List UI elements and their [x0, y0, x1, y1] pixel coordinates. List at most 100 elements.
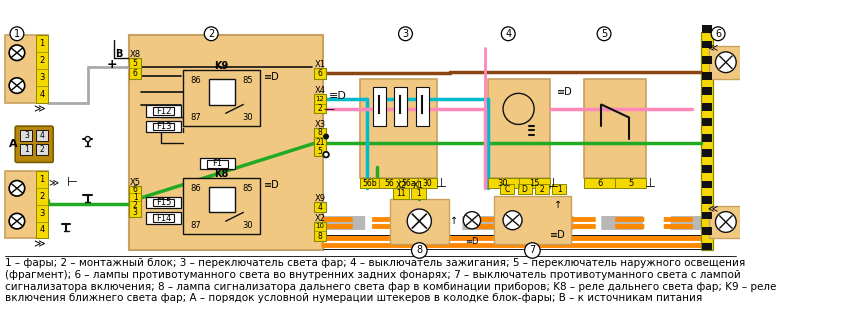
Bar — [535, 184, 549, 194]
Text: 6: 6 — [317, 69, 322, 78]
Bar — [552, 184, 566, 194]
Text: ⊢: ⊢ — [67, 176, 78, 189]
Bar — [702, 196, 712, 204]
Text: X5: X5 — [130, 178, 141, 187]
Bar — [702, 118, 712, 126]
Text: 2: 2 — [208, 29, 215, 39]
Text: 5: 5 — [133, 59, 138, 68]
Bar — [153, 199, 174, 207]
Bar — [702, 25, 712, 33]
Text: 4: 4 — [39, 225, 44, 235]
Text: X4: X4 — [315, 86, 326, 95]
Bar — [21, 144, 32, 155]
Text: ↑: ↑ — [450, 216, 458, 226]
Bar — [519, 178, 550, 188]
Bar — [153, 107, 174, 115]
Text: 1: 1 — [24, 145, 29, 154]
Text: X8: X8 — [130, 50, 141, 59]
Bar — [360, 79, 438, 178]
Bar — [209, 79, 234, 105]
Bar — [146, 213, 181, 224]
Circle shape — [711, 27, 725, 41]
Text: 2: 2 — [39, 192, 44, 201]
Bar — [5, 171, 48, 238]
Bar — [616, 178, 646, 188]
Text: 6: 6 — [133, 185, 138, 194]
Text: ⊥: ⊥ — [435, 177, 446, 190]
Text: (фрагмент); 6 – лампы противотуманного света во внутренних задних фонарях; 7 – в: (фрагмент); 6 – лампы противотуманного с… — [5, 270, 740, 280]
Bar — [207, 160, 227, 168]
Bar — [702, 134, 712, 142]
Bar — [36, 144, 48, 155]
Text: ≡D: ≡D — [557, 86, 573, 97]
Text: K8: K8 — [215, 169, 229, 179]
Bar — [153, 214, 174, 222]
Bar — [36, 130, 48, 141]
Circle shape — [463, 212, 481, 229]
Text: F13: F13 — [156, 122, 172, 131]
Text: 1: 1 — [557, 185, 562, 194]
Bar — [500, 184, 514, 194]
Text: 4: 4 — [317, 203, 322, 212]
Bar — [183, 70, 261, 126]
Text: 6: 6 — [133, 69, 138, 78]
Bar — [153, 123, 174, 130]
Text: сигнализатора включения; 8 – лампа сигнализатора дальнего света фар в комбинации: сигнализатора включения; 8 – лампа сигна… — [5, 281, 776, 292]
Bar — [314, 94, 326, 113]
Bar — [584, 178, 616, 188]
Bar — [487, 79, 550, 178]
Text: 1: 1 — [133, 193, 138, 202]
Bar — [487, 178, 519, 188]
Circle shape — [323, 151, 329, 158]
Bar — [710, 46, 742, 79]
Text: 3: 3 — [39, 209, 44, 218]
Bar — [710, 206, 742, 238]
Text: 30: 30 — [242, 113, 253, 122]
Text: 1: 1 — [14, 29, 20, 39]
Text: +: + — [107, 58, 117, 71]
Circle shape — [525, 243, 540, 258]
Text: A: A — [9, 139, 18, 149]
Text: 2: 2 — [39, 145, 44, 154]
Text: 2: 2 — [540, 185, 545, 194]
Bar — [418, 178, 438, 188]
Bar — [702, 227, 712, 235]
Text: F15: F15 — [156, 198, 171, 207]
Text: 2: 2 — [317, 104, 322, 114]
Text: 85: 85 — [242, 76, 253, 85]
Text: ⊥: ⊥ — [645, 177, 655, 190]
Bar — [518, 184, 532, 194]
Text: 10: 10 — [315, 223, 325, 229]
Text: 21: 21 — [315, 138, 325, 147]
Circle shape — [398, 27, 412, 41]
Text: 3: 3 — [133, 209, 138, 217]
Text: 85: 85 — [242, 184, 253, 193]
Text: 6: 6 — [715, 29, 721, 39]
Text: ≪: ≪ — [707, 203, 717, 213]
Bar — [584, 79, 646, 178]
Text: X9: X9 — [315, 194, 326, 203]
Circle shape — [407, 209, 432, 233]
Text: 6: 6 — [597, 179, 603, 188]
Text: F12: F12 — [156, 107, 171, 116]
Text: ≡D: ≡D — [264, 180, 280, 190]
Text: 15: 15 — [529, 179, 540, 188]
Bar — [314, 128, 326, 156]
Text: ≪: ≪ — [707, 43, 717, 52]
Bar — [146, 121, 181, 132]
Text: X1: X1 — [413, 181, 424, 190]
Text: 30: 30 — [423, 179, 433, 188]
Bar — [21, 130, 32, 141]
Bar — [183, 178, 261, 234]
Bar — [394, 87, 407, 126]
Bar — [702, 72, 712, 80]
Text: ≡D: ≡D — [264, 72, 280, 82]
Circle shape — [716, 212, 736, 232]
Text: 1: 1 — [416, 189, 421, 198]
Text: X2: X2 — [315, 214, 326, 223]
Text: ≫: ≫ — [33, 240, 45, 249]
Text: 4: 4 — [39, 131, 44, 140]
Bar — [314, 202, 326, 213]
Text: 11: 11 — [397, 189, 406, 198]
Circle shape — [323, 152, 328, 157]
